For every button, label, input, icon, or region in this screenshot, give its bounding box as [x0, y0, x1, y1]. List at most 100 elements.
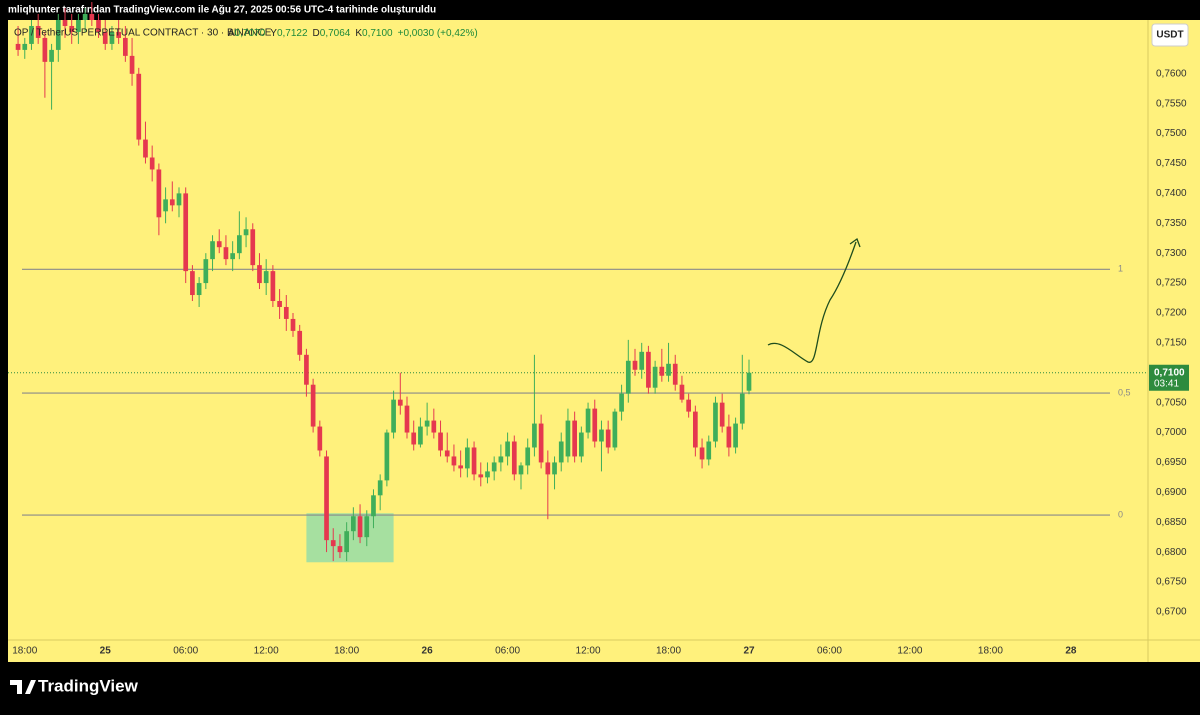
candle-body	[565, 420, 571, 457]
candle-body	[102, 31, 108, 44]
candle-body	[505, 441, 510, 457]
y-tick-label: 0,7000	[1156, 427, 1187, 438]
candle-body	[263, 271, 269, 284]
last-price-label: 0,7100	[1154, 367, 1185, 378]
x-tick-label: 25	[100, 646, 112, 657]
caption: mliqhunter tarafından TradingView.com il…	[8, 5, 436, 16]
candle-body	[257, 265, 262, 284]
level-label: 1	[1118, 264, 1123, 274]
candle-body	[666, 363, 671, 376]
candle-body	[652, 366, 658, 388]
candle-body	[223, 247, 229, 260]
candle-body	[511, 441, 517, 475]
candle-body	[96, 20, 101, 32]
candle-body	[431, 420, 437, 433]
legend-key: K	[355, 28, 362, 39]
legend-change: +0,0030 (+0,42%)	[398, 28, 478, 39]
y-tick-label: 0,7050	[1156, 397, 1187, 408]
candle-body	[123, 37, 128, 56]
legend-value: 0,7100	[362, 28, 393, 39]
candle-body	[337, 546, 343, 553]
y-tick-label: 0,6900	[1156, 487, 1187, 498]
candle-body	[498, 456, 504, 463]
candle-body	[465, 447, 470, 469]
candle-body	[344, 531, 349, 553]
candle-body	[713, 402, 718, 442]
x-tick-label: 18:00	[12, 646, 37, 657]
candle-body	[719, 402, 725, 427]
candle-body	[149, 157, 155, 170]
y-tick-label: 0,7600	[1156, 68, 1187, 79]
y-tick-label: 0,6750	[1156, 577, 1187, 588]
y-tick-label: 0,6800	[1156, 547, 1187, 558]
candle-body	[136, 73, 142, 140]
candle-body	[317, 426, 323, 451]
candle-body	[277, 301, 282, 307]
footer	[0, 662, 1200, 710]
candle-body	[297, 330, 303, 355]
candle-body	[444, 450, 450, 457]
plot	[8, 2, 1148, 563]
candle-body	[384, 432, 390, 481]
currency: USDT	[1156, 30, 1183, 41]
y-tick-label: 0,7500	[1156, 128, 1187, 139]
candle-body	[270, 271, 276, 302]
x-tick-label: 26	[422, 646, 434, 657]
countdown: 03:41	[1154, 378, 1179, 389]
projection-arrow	[767, 237, 861, 363]
last-price-tag	[1149, 364, 1189, 391]
x-tick-label: 06:00	[817, 646, 842, 657]
candle-body	[451, 456, 457, 466]
candle-body	[250, 229, 256, 266]
x-tick-label: 06:00	[173, 646, 198, 657]
x-tick-label: 12:00	[254, 646, 279, 657]
candle-body	[491, 462, 497, 472]
candle-body	[243, 229, 249, 236]
candle-body	[304, 354, 309, 385]
candle-body	[397, 399, 403, 406]
plot-background	[8, 20, 1200, 662]
y-tick-label: 0,7300	[1156, 248, 1187, 259]
candle-body	[558, 441, 564, 463]
x-tick-label: 18:00	[978, 646, 1003, 657]
y-tick-label: 0,6700	[1156, 607, 1187, 618]
candle-body	[471, 447, 477, 475]
candle-body	[579, 432, 584, 457]
y-tick-label: 0,7550	[1156, 98, 1187, 109]
candle-body	[532, 423, 537, 448]
candle-body	[706, 441, 712, 460]
candle-body	[726, 426, 732, 448]
legend-key: Y	[270, 28, 277, 39]
candle-body	[230, 253, 235, 260]
candle-body	[216, 241, 222, 248]
candle-body	[371, 495, 376, 517]
y-tick-label: 0,7150	[1156, 337, 1187, 348]
caption-bar	[0, 0, 1200, 20]
ohlc-legend: A0,7070 Y0,7122 D0,7064 K0,7100 +0,0030 (+0,…	[228, 28, 478, 39]
candle-body	[351, 516, 356, 532]
candle-body	[377, 480, 383, 496]
brand: TradingView	[38, 676, 139, 695]
candle-body	[418, 426, 423, 445]
candle-body	[290, 318, 296, 331]
candle-body	[163, 199, 168, 212]
candle-body	[686, 399, 691, 412]
candle-body	[746, 372, 752, 391]
x-tick-label: 18:00	[334, 646, 359, 657]
candle-body	[411, 432, 417, 445]
candle-body	[525, 447, 531, 466]
candle-body	[196, 283, 202, 296]
candle-body	[324, 456, 329, 541]
candle-body	[116, 31, 121, 38]
candle-body	[190, 271, 195, 296]
x-tick-label: 12:00	[897, 646, 922, 657]
candle-body	[29, 25, 34, 44]
candle-body	[572, 420, 577, 457]
candle-body	[552, 462, 557, 475]
candle-body	[310, 384, 316, 427]
y-tick-label: 0,6950	[1156, 457, 1187, 468]
candle-body	[592, 408, 598, 442]
candle-body	[143, 139, 148, 158]
